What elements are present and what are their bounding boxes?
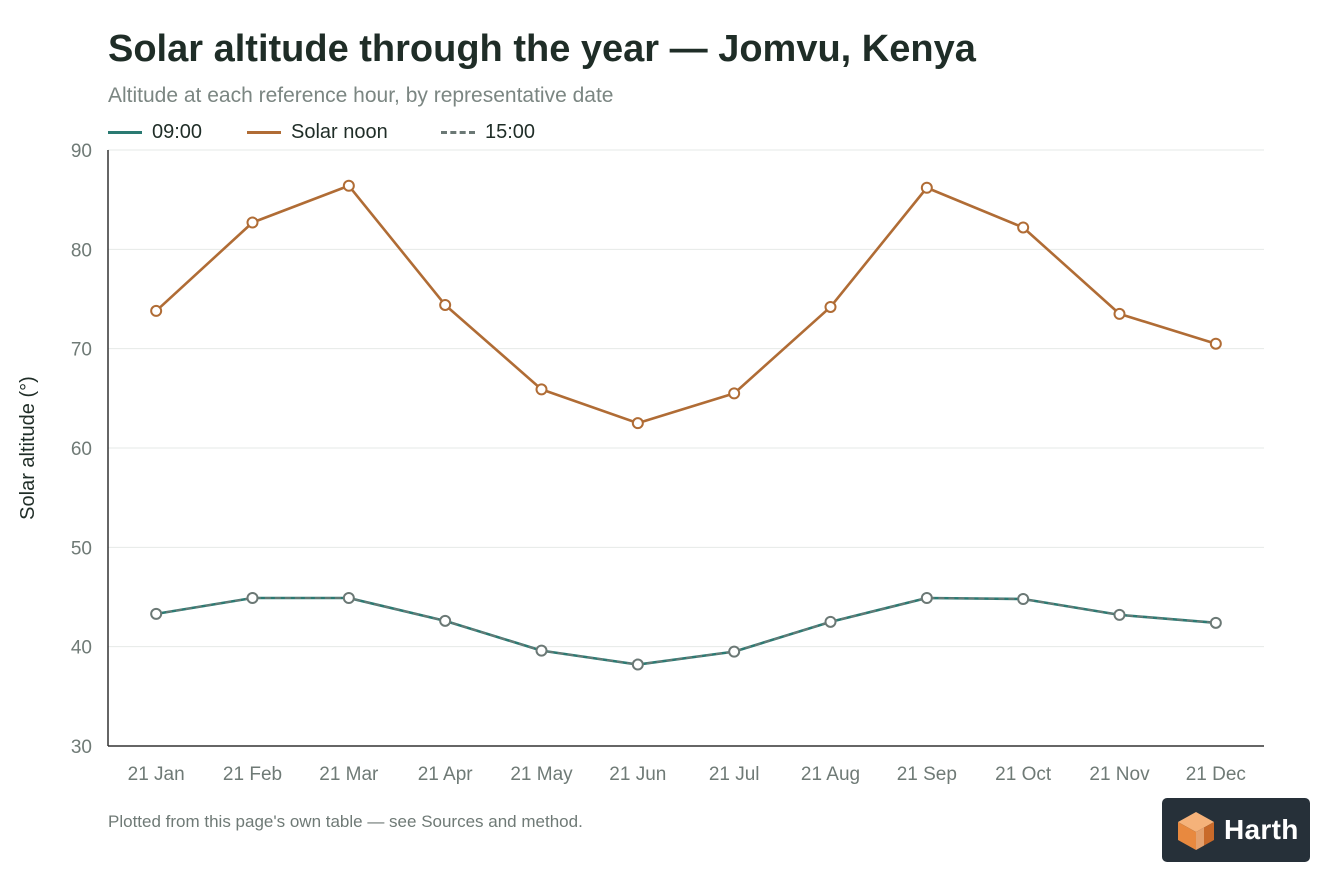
x-tick-label: 21 Sep <box>897 764 957 785</box>
x-tick-label: 21 Dec <box>1186 764 1246 785</box>
legend-item-solar-noon: Solar noon <box>247 119 388 145</box>
legend-label-1500: 15:00 <box>485 120 536 143</box>
x-tick-label: 21 Oct <box>995 764 1052 785</box>
data-point-solar-noon <box>439 298 452 311</box>
data-point-09-00 <box>824 615 837 628</box>
y-tick-label: 30 <box>71 737 92 758</box>
series-line-15-00 <box>156 597 1216 666</box>
x-tick-label: 21 Jun <box>609 764 666 785</box>
y-tick-label: 70 <box>71 340 92 361</box>
cube-logo-icon <box>1178 812 1214 850</box>
data-point-09-00 <box>246 591 259 604</box>
data-point-solar-noon <box>535 383 548 396</box>
data-point-solar-noon <box>1209 337 1222 350</box>
y-tick-label: 40 <box>71 638 92 659</box>
series <box>150 179 1222 671</box>
x-tick-label: 21 Jan <box>128 764 185 785</box>
data-point-09-00 <box>631 658 644 671</box>
legend-item-0900: 09:00 <box>108 119 202 145</box>
series-line-solar-noon <box>155 184 1217 425</box>
data-point-09-00 <box>920 591 933 604</box>
gridlines <box>108 149 1264 648</box>
data-point-solar-noon <box>342 179 355 192</box>
data-point-solar-noon <box>1017 221 1030 234</box>
x-tick-label: 21 Aug <box>801 764 860 785</box>
legend-label-0900: 09:00 <box>152 120 203 143</box>
y-tick-label: 90 <box>71 141 92 162</box>
series-line-09-00 <box>155 596 1216 666</box>
y-tick-label: 80 <box>71 240 92 261</box>
data-point-09-00 <box>150 607 163 620</box>
legend-swatch-1500 <box>441 130 475 134</box>
x-tick-label: 21 Mar <box>319 764 379 785</box>
x-tick-label: 21 May <box>510 764 573 785</box>
data-point-09-00 <box>1017 592 1030 605</box>
legend-item-1500: 15:00 <box>441 119 535 145</box>
legend-swatch-0900 <box>108 130 142 134</box>
data-point-solar-noon <box>631 417 644 430</box>
data-point-solar-noon <box>728 387 741 400</box>
data-point-09-00 <box>1113 608 1126 621</box>
data-point-solar-noon <box>246 216 259 229</box>
data-point-solar-noon <box>150 304 163 317</box>
y-tick-label: 50 <box>71 538 92 559</box>
chart-title: Solar altitude through the year — Jomvu,… <box>108 28 976 70</box>
x-tick-label: 21 Jul <box>709 764 760 785</box>
x-tick-label: 21 Apr <box>418 764 474 785</box>
brand-logo[interactable]: Harth <box>1162 798 1310 862</box>
axes <box>107 150 1264 747</box>
tick-labels: 30 40 50 60 70 80 90 21 Jan 21 Feb 21 Mar 21 Apr 21… <box>71 141 1246 785</box>
y-tick-label: 60 <box>71 439 92 460</box>
legend-label-solar-noon: Solar noon <box>291 120 388 143</box>
data-point-solar-noon <box>920 181 933 194</box>
legend-swatch-solar-noon <box>247 130 281 134</box>
data-point-09-00 <box>535 644 548 657</box>
x-tick-label: 21 Feb <box>223 764 282 785</box>
data-point-09-00 <box>342 591 355 604</box>
chart-subtitle: Altitude at each reference hour, by repr… <box>108 84 614 107</box>
x-tick-label: 21 Nov <box>1089 764 1150 785</box>
data-point-solar-noon <box>824 300 837 313</box>
data-point-09-00 <box>1209 616 1222 629</box>
y-axis-label: Solar altitude (°) <box>17 376 39 520</box>
data-point-09-00 <box>439 614 452 627</box>
data-point-09-00 <box>728 645 741 658</box>
data-point-solar-noon <box>1113 307 1126 320</box>
footnote: Plotted from this page's own table — see… <box>108 812 583 831</box>
brand-name: Harth <box>1224 814 1299 845</box>
chart-area: 30 40 50 60 70 80 90 21 Jan 21 Feb 21 Mar 21 Apr 21… <box>17 141 1264 785</box>
